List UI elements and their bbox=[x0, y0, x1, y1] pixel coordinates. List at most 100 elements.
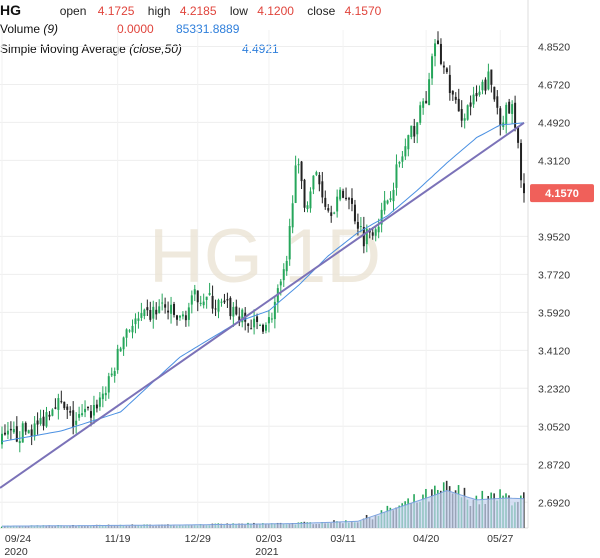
candle-body bbox=[60, 401, 63, 403]
candle-body bbox=[303, 179, 306, 208]
candle-body bbox=[92, 404, 95, 416]
candle-body bbox=[164, 304, 167, 308]
candle-body bbox=[279, 281, 282, 286]
candle-body bbox=[63, 401, 66, 409]
candle-body bbox=[448, 74, 451, 94]
volume-average-line bbox=[2, 489, 525, 527]
candle-body bbox=[241, 309, 244, 323]
candle-body bbox=[69, 411, 72, 413]
sma-label: Simple Moving Average bbox=[0, 42, 126, 56]
candle-body bbox=[365, 228, 368, 245]
candle-body bbox=[72, 410, 75, 428]
candle-body bbox=[1, 433, 3, 445]
candle-body bbox=[6, 430, 9, 435]
y-tick-label: 4.3120 bbox=[538, 155, 570, 167]
candle-body bbox=[36, 420, 39, 425]
candle-body bbox=[428, 79, 431, 105]
candle-body bbox=[134, 318, 137, 325]
low-label: low bbox=[229, 4, 248, 18]
candle-body bbox=[466, 105, 469, 120]
candle-body bbox=[196, 290, 199, 303]
candle-body bbox=[89, 411, 92, 418]
candle-body bbox=[18, 441, 21, 444]
candle-body bbox=[419, 105, 422, 123]
candle-body bbox=[273, 301, 276, 320]
candle-body bbox=[122, 337, 125, 350]
candle-body bbox=[152, 306, 155, 319]
candle-body bbox=[199, 302, 202, 304]
candle-body bbox=[297, 164, 300, 166]
candle-body bbox=[155, 309, 158, 315]
candle-body bbox=[184, 315, 187, 321]
last-price-marker: 4.1570 bbox=[530, 184, 594, 203]
volume-value-1: 0.0000 bbox=[117, 22, 154, 36]
candle-body bbox=[3, 432, 6, 435]
candle-body bbox=[66, 406, 69, 410]
x-tick-label: 09/24 bbox=[5, 533, 31, 545]
candle-body bbox=[395, 164, 398, 188]
candle-body bbox=[398, 161, 401, 164]
candles bbox=[1, 31, 525, 453]
candle-body bbox=[175, 315, 178, 320]
header-row-1: HG open 4.1725 high 4.2185 low 4.1200 cl… bbox=[0, 2, 381, 18]
candle-body bbox=[454, 96, 457, 100]
candle-body bbox=[416, 122, 419, 135]
candle-body bbox=[259, 325, 262, 327]
candle-body bbox=[404, 146, 407, 157]
candle-body bbox=[377, 226, 380, 233]
candle-body bbox=[33, 423, 36, 437]
candle-body bbox=[389, 198, 392, 201]
candle-body bbox=[140, 313, 143, 318]
x-tick-year: 2021 bbox=[255, 546, 279, 558]
candle-body bbox=[107, 376, 110, 393]
candle-body bbox=[359, 226, 362, 228]
candle-body bbox=[469, 102, 472, 107]
y-tick-label: 4.8520 bbox=[538, 41, 570, 53]
candle-body bbox=[508, 101, 511, 114]
close-label: close bbox=[307, 4, 336, 18]
candle-body bbox=[350, 198, 353, 204]
candle-body bbox=[51, 409, 54, 416]
candle-body bbox=[211, 295, 214, 309]
candle-body bbox=[285, 260, 288, 272]
candle-body bbox=[439, 43, 442, 64]
candle-body bbox=[161, 302, 164, 304]
candle-body bbox=[496, 96, 499, 108]
candle-body bbox=[371, 232, 374, 236]
candle-body bbox=[431, 56, 434, 79]
candle-body bbox=[247, 323, 250, 326]
close-value: 4.1570 bbox=[344, 4, 382, 18]
candle-body bbox=[267, 317, 270, 324]
volume-bar bbox=[1, 526, 3, 528]
candle-body bbox=[187, 307, 190, 320]
x-tick-label: 03/11 bbox=[330, 533, 356, 545]
candle-body bbox=[95, 404, 98, 409]
candle-body bbox=[514, 102, 517, 128]
candle-body bbox=[336, 196, 339, 212]
candle-body bbox=[181, 314, 184, 317]
candle-body bbox=[282, 269, 285, 281]
candle-body bbox=[193, 289, 196, 295]
candle-body bbox=[345, 197, 348, 200]
candle-body bbox=[104, 392, 107, 396]
candle-body bbox=[517, 126, 520, 143]
candle-body bbox=[226, 299, 229, 301]
candle-body bbox=[356, 221, 359, 229]
volume-bars bbox=[1, 480, 525, 528]
candle-body bbox=[143, 309, 146, 317]
candle-body bbox=[380, 209, 383, 225]
candle-body bbox=[442, 65, 445, 68]
x-tick-label: 11/19 bbox=[105, 533, 131, 545]
candle-body bbox=[436, 40, 439, 44]
candle-body bbox=[499, 108, 502, 126]
candle-body bbox=[422, 101, 425, 108]
candle-body bbox=[353, 204, 356, 222]
candle-body bbox=[42, 416, 45, 426]
candle-body bbox=[460, 109, 463, 121]
candle-body bbox=[223, 300, 226, 303]
candle-body bbox=[149, 309, 152, 320]
candle-body bbox=[137, 318, 140, 321]
candle-body bbox=[490, 69, 493, 85]
